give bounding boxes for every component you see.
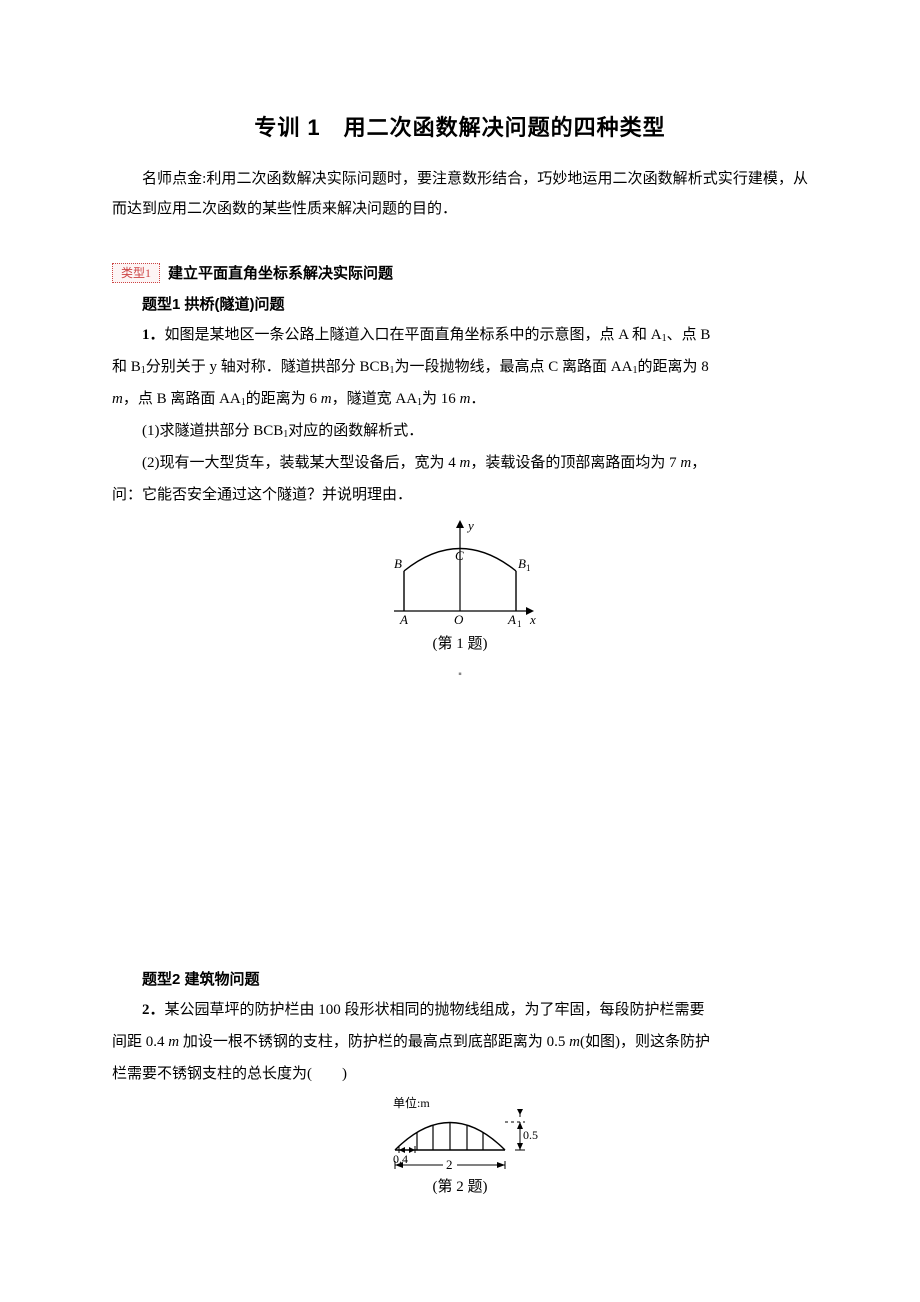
q1-part3: 问：它能否安全通过这个隧道？并说明理由．	[112, 480, 808, 510]
placeholder-marker: ▪	[112, 669, 808, 680]
svg-text:1: 1	[517, 619, 522, 628]
q1-part1: (1)求隧道拱部分 BCB1对应的函数解析式．	[112, 416, 808, 446]
document-page: 专训 1 用二次函数解决问题的四种类型 名师点金:利用二次函数解决实际问题时，要…	[0, 0, 920, 1256]
page-title: 专训 1 用二次函数解决问题的四种类型	[112, 110, 808, 142]
q1-line1: 1．如图是某地区一条公路上隧道入口在平面直角坐标系中的示意图，点 A 和 A1、…	[112, 320, 808, 350]
q1-part2: (2)现有一大型货车，装载某大型设备后，宽为 4 m，装载设备的顶部离路面均为 …	[112, 448, 808, 478]
section-1-title: 建立平面直角坐标系解决实际问题	[168, 262, 393, 283]
subtype-2-header: 题型2 建筑物问题	[142, 968, 808, 989]
blank-space	[112, 688, 808, 958]
svg-text:x: x	[529, 612, 536, 627]
svg-text:C: C	[455, 548, 464, 563]
svg-text:1: 1	[526, 563, 531, 573]
q1-number: 1．	[142, 327, 165, 343]
subtype-1-header: 题型1 拱桥(隧道)问题	[142, 293, 808, 314]
subtype-1-label: 题型1	[142, 296, 180, 313]
intro-paragraph: 名师点金:利用二次函数解决实际问题时，要注意数形结合，巧妙地运用二次函数解析式实…	[112, 164, 808, 224]
section-1-header: 类型1 建立平面直角坐标系解决实际问题	[112, 262, 808, 283]
type-badge-1: 类型1	[112, 263, 160, 283]
figure-2-caption: (第 2 题)	[112, 1175, 808, 1196]
svg-text:y: y	[466, 518, 474, 533]
svg-text:2: 2	[446, 1157, 453, 1171]
intro-text: 利用二次函数解决实际问题时，要注意数形结合，巧妙地运用二次函数解析式实行建模，从…	[112, 171, 808, 217]
q1-line3: m，点 B 离路面 AA1的距离为 6 m，隧道宽 AA1为 16 m．	[112, 384, 808, 414]
q2-number: 2．	[142, 1002, 165, 1018]
subtype-2-label: 题型2	[142, 971, 180, 988]
svg-text:单位:m: 单位:m	[393, 1095, 430, 1110]
figure-1-caption: (第 1 题)	[112, 632, 808, 653]
svg-text:A: A	[399, 612, 408, 627]
tunnel-diagram-icon: y x C B B 1 A O A 1	[370, 516, 550, 628]
figure-2: 单位:m 0.4 2	[112, 1095, 808, 1196]
svg-text:B: B	[394, 556, 402, 571]
q2-line3: 栏需要不锈钢支柱的总长度为( )	[112, 1059, 808, 1089]
subtype-1-title: 拱桥(隧道)问题	[185, 296, 285, 313]
svg-text:B: B	[518, 556, 526, 571]
q1-line2: 和 B1分别关于 y 轴对称．隧道拱部分 BCB1为一段抛物线，最高点 C 离路…	[112, 352, 808, 382]
svg-text:0.5: 0.5	[523, 1128, 538, 1142]
intro-label: 名师点金:	[142, 171, 206, 187]
figure-1: y x C B B 1 A O A 1 (第 1 题)	[112, 516, 808, 653]
subtype-2-title: 建筑物问题	[185, 971, 260, 988]
q2-line1: 2．某公园草坪的防护栏由 100 段形状相同的抛物线组成，为了牢固，每段防护栏需…	[112, 995, 808, 1025]
q2-line2: 间距 0.4 m 加设一根不锈钢的支柱，防护栏的最高点到底部距离为 0.5 m(…	[112, 1027, 808, 1057]
svg-text:A: A	[507, 612, 516, 627]
fence-diagram-icon: 单位:m 0.4 2	[375, 1095, 545, 1171]
svg-text:O: O	[454, 612, 464, 627]
